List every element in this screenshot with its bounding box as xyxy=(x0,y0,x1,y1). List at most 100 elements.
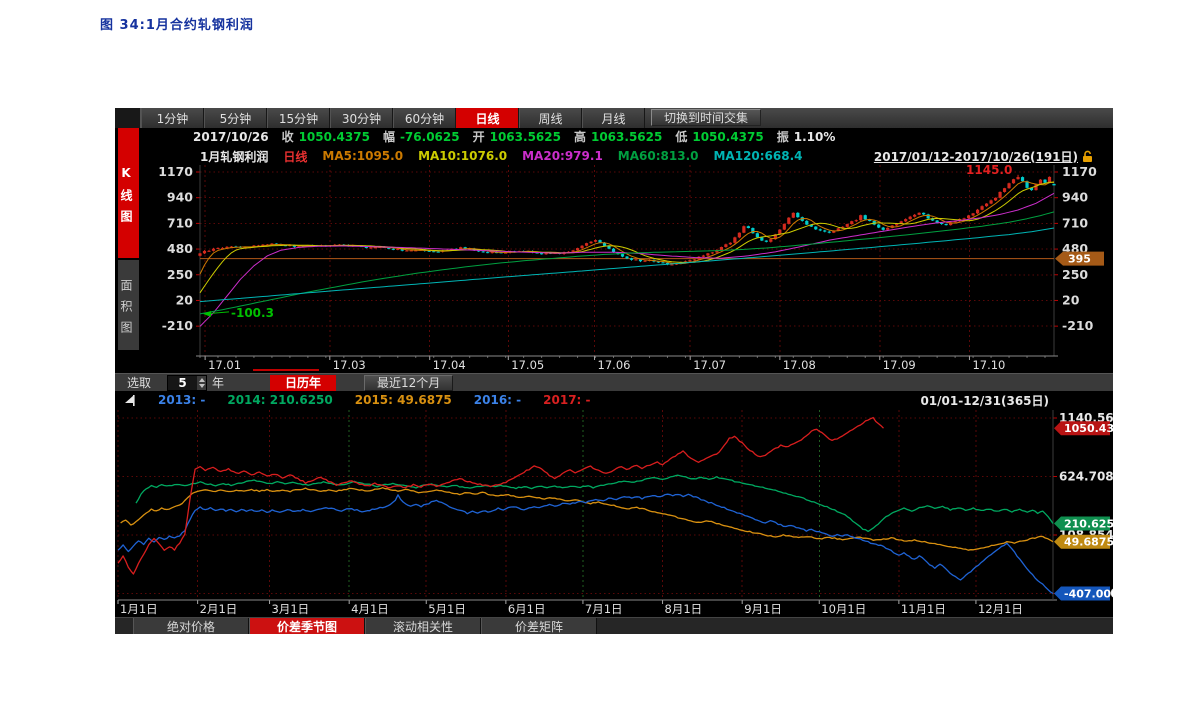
instrument-title: 1月轧钢利润 xyxy=(200,149,269,164)
legend-2014: 2014: 210.6250 xyxy=(227,393,333,407)
ma5-label: MA5:1095.0 xyxy=(322,149,404,163)
close-label: 收 xyxy=(281,130,294,144)
season-selector-row: 选取 5 年 日历年 最近12个月 xyxy=(115,373,1113,391)
select-label: 选取 xyxy=(127,376,152,390)
svg-text:12月1日: 12月1日 xyxy=(978,602,1023,616)
svg-text:624.7083: 624.7083 xyxy=(1059,469,1113,483)
open-label: 开 xyxy=(472,130,485,144)
svg-text:9月1日: 9月1日 xyxy=(744,602,782,616)
svg-text:17.04: 17.04 xyxy=(433,358,466,372)
svg-text:710: 710 xyxy=(1062,215,1088,230)
sidebar-item-kline-chart[interactable]: K线图 xyxy=(118,128,139,258)
analysis-tabbar: 绝对价格 价差季节图 滚动相关性 价差矩阵 xyxy=(115,617,1113,634)
svg-text:17.10: 17.10 xyxy=(972,358,1005,372)
years-stepper[interactable]: 5 xyxy=(167,374,208,391)
amplitude-value: 1.10% xyxy=(793,129,836,144)
svg-text:710: 710 xyxy=(167,215,193,230)
tab-spread-matrix[interactable]: 价差矩阵 xyxy=(481,618,597,634)
legend-2015: 2015: 49.6875 xyxy=(354,393,452,407)
svg-text:17.06: 17.06 xyxy=(598,358,631,372)
svg-text:17.09: 17.09 xyxy=(883,358,916,372)
svg-text:5月1日: 5月1日 xyxy=(428,602,466,616)
tab-30min[interactable]: 30分钟 xyxy=(330,108,393,128)
ma120-label: MA120:668.4 xyxy=(713,149,803,163)
svg-text:11月1日: 11月1日 xyxy=(901,602,946,616)
mini-chart-icon xyxy=(125,394,135,406)
period-tabbar: 1分钟 5分钟 15分钟 30分钟 60分钟 日线 周线 月线 切换到时间交集 xyxy=(115,108,1113,128)
svg-text:17.01: 17.01 xyxy=(208,358,241,372)
season-legend-row: 2013: - 2014: 210.6250 2015: 49.6875 201… xyxy=(115,391,1113,409)
seasonal-spread-chart[interactable]: 1140.562624.7083108.8542-407.0001月1日2月1日… xyxy=(115,409,1113,617)
switch-time-intersection-button[interactable]: 切换到时间交集 xyxy=(651,109,762,126)
svg-text:10月1日: 10月1日 xyxy=(821,602,866,616)
tab-rolling-correlation[interactable]: 滚动相关性 xyxy=(365,618,481,634)
tab-weekly[interactable]: 周线 xyxy=(519,108,582,128)
high-label: 高 xyxy=(573,130,586,144)
legend-date-range: 01/01-12/31(365日) xyxy=(920,393,1049,408)
svg-text:-210: -210 xyxy=(162,318,194,333)
svg-text:20: 20 xyxy=(176,292,194,307)
tab-5min[interactable]: 5分钟 xyxy=(204,108,267,128)
main-chart-header: 1月轧钢利润 日线 MA5:1095.0 MA10:1076.0 MA20:97… xyxy=(200,148,1093,164)
ma10-label: MA10:1076.0 xyxy=(418,149,508,163)
legend-2013: 2013: - xyxy=(158,393,206,407)
svg-text:1050.43: 1050.43 xyxy=(1064,422,1113,435)
svg-text:17.07: 17.07 xyxy=(693,358,726,372)
close-value: 1050.4375 xyxy=(298,129,370,144)
svg-text:17.03: 17.03 xyxy=(333,358,366,372)
svg-text:1145.0: 1145.0 xyxy=(966,164,1012,177)
date-range-link[interactable]: 2017/01/12-2017/10/26(191日) xyxy=(874,148,1093,165)
quote-info-bar: 2017/10/26 收 1050.4375 幅 -76.0625 开 1063… xyxy=(115,128,1113,145)
svg-text:49.6875: 49.6875 xyxy=(1064,536,1113,549)
svg-text:210.6250: 210.6250 xyxy=(1064,517,1113,530)
open-value: 1063.5625 xyxy=(489,129,561,144)
svg-text:-100.3: -100.3 xyxy=(231,306,274,320)
svg-text:7月1日: 7月1日 xyxy=(585,602,623,616)
tab-spread-seasonal[interactable]: 价差季节图 xyxy=(249,618,365,634)
svg-text:1月1日: 1月1日 xyxy=(120,602,158,616)
svg-text:1170: 1170 xyxy=(1062,164,1097,179)
unlock-icon[interactable] xyxy=(1082,150,1093,163)
recent-12-months-button[interactable]: 最近12个月 xyxy=(364,374,454,391)
calendar-year-button[interactable]: 日历年 xyxy=(270,374,337,391)
ma60-label: MA60:813.0 xyxy=(617,149,699,163)
years-unit-label: 年 xyxy=(212,376,225,390)
tab-60min[interactable]: 60分钟 xyxy=(393,108,456,128)
tab-1min[interactable]: 1分钟 xyxy=(141,108,204,128)
trading-terminal-window: 1分钟 5分钟 15分钟 30分钟 60分钟 日线 周线 月线 切换到时间交集 … xyxy=(115,108,1113,634)
svg-text:940: 940 xyxy=(1062,190,1088,205)
stepper-up-icon[interactable] xyxy=(198,377,205,382)
svg-text:1170: 1170 xyxy=(158,164,193,179)
sidebar-item-area-chart[interactable]: 面积图 xyxy=(118,258,139,350)
svg-text:17.05: 17.05 xyxy=(511,358,544,372)
svg-text:-407.000: -407.000 xyxy=(1064,587,1113,600)
legend-2017: 2017: - xyxy=(543,393,591,407)
low-value: 1050.4375 xyxy=(692,129,764,144)
svg-text:6月1日: 6月1日 xyxy=(508,602,546,616)
high-value: 1063.5625 xyxy=(590,129,663,144)
svg-text:8月1日: 8月1日 xyxy=(665,602,703,616)
svg-text:2月1日: 2月1日 xyxy=(200,602,238,616)
years-value[interactable]: 5 xyxy=(178,375,187,390)
tabbar-corner xyxy=(115,108,141,128)
tab-daily[interactable]: 日线 xyxy=(456,108,519,128)
change-value: -76.0625 xyxy=(399,129,460,144)
legend-2016: 2016: - xyxy=(473,393,522,407)
quote-date: 2017/10/26 xyxy=(193,129,269,144)
svg-text:480: 480 xyxy=(167,241,193,256)
figure-title: 图 34:1月合约轧钢利润 xyxy=(100,18,254,33)
amplitude-label: 振 xyxy=(776,130,789,144)
svg-text:20: 20 xyxy=(1062,292,1080,307)
tab-monthly[interactable]: 月线 xyxy=(582,108,645,128)
ma20-label: MA20:979.1 xyxy=(522,149,603,163)
svg-text:3月1日: 3月1日 xyxy=(272,602,310,616)
stepper-arrows xyxy=(197,375,207,390)
period-label: 日线 xyxy=(283,149,308,164)
svg-text:395: 395 xyxy=(1068,253,1091,266)
tab-absolute-price[interactable]: 绝对价格 xyxy=(133,618,249,634)
tab-15min[interactable]: 15分钟 xyxy=(267,108,330,128)
stepper-down-icon[interactable] xyxy=(198,383,205,388)
low-label: 低 xyxy=(675,130,688,144)
svg-text:4月1日: 4月1日 xyxy=(351,602,389,616)
